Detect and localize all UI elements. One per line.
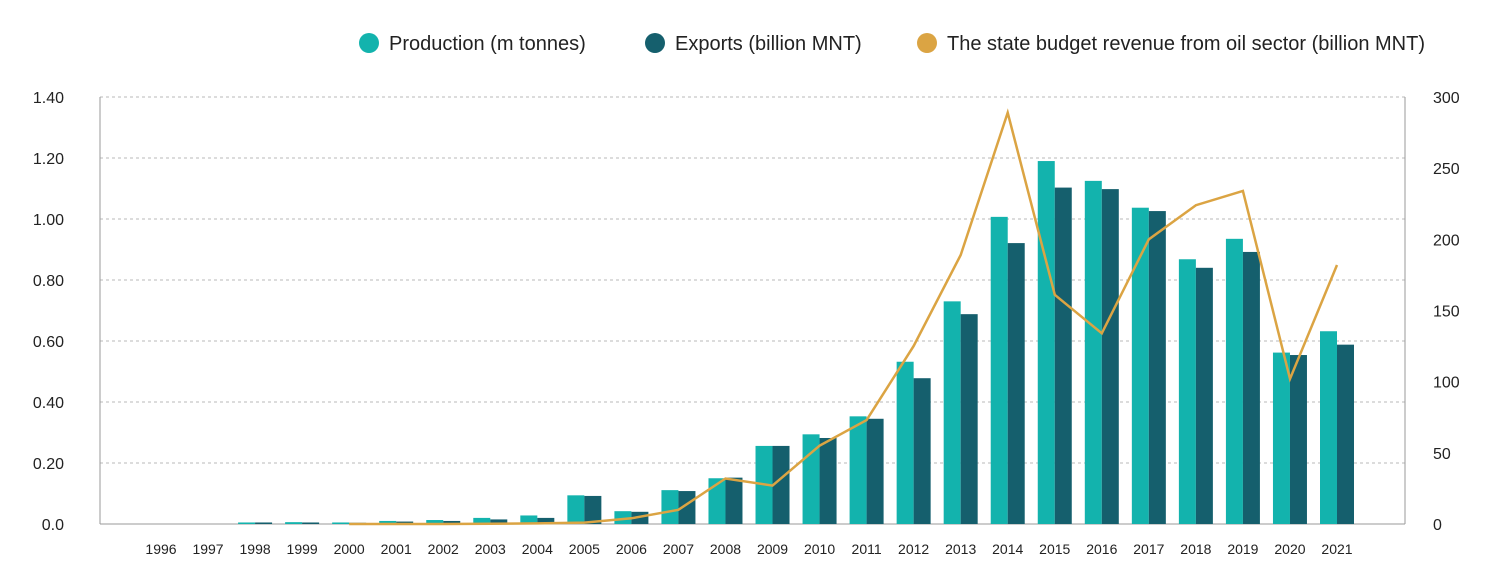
production-bar: [426, 520, 444, 524]
exports-bar: [725, 477, 743, 524]
y-right-tick-label: 150: [1433, 304, 1460, 321]
x-tick-label: 2001: [381, 541, 412, 557]
production-bar: [943, 301, 961, 524]
x-tick-label: 2009: [757, 541, 788, 557]
y-left-tick-label: 1.20: [33, 151, 64, 168]
exports-bar: [1101, 189, 1119, 525]
production-bar: [661, 490, 679, 524]
y-left-tick-label: 0.60: [33, 334, 64, 351]
production-bar: [990, 216, 1008, 525]
x-tick-label: 2008: [710, 541, 741, 557]
production-bar: [332, 522, 350, 524]
x-tick-label: 2019: [1227, 541, 1258, 557]
x-tick-label: 2003: [475, 541, 506, 557]
y-left-tick-label: 1.00: [33, 212, 64, 229]
exports-bar: [255, 522, 273, 524]
legend-production-marker: [359, 33, 379, 53]
production-bar: [896, 361, 914, 524]
x-tick-label: 2005: [569, 541, 600, 557]
x-tick-label: 2014: [992, 541, 1023, 557]
x-tick-label: 2002: [428, 541, 459, 557]
production-bar: [567, 495, 585, 524]
production-bar: [379, 520, 397, 524]
exports-bar: [772, 445, 790, 524]
exports-bar: [678, 491, 696, 524]
x-tick-label: 2000: [334, 541, 365, 557]
x-tick-label: 2015: [1039, 541, 1070, 557]
x-tick-label: 2004: [522, 541, 553, 557]
exports-bar: [866, 418, 884, 524]
x-tick-label: 1999: [287, 541, 318, 557]
production-bar: [1037, 161, 1055, 525]
x-tick-label: 2021: [1321, 541, 1352, 557]
production-bar: [520, 515, 538, 524]
production-bar: [1320, 331, 1337, 524]
exports-bar: [1337, 344, 1354, 524]
x-tick-label: 1996: [145, 541, 176, 557]
exports-bar: [1195, 267, 1213, 524]
y-left-tick-label: 0.40: [33, 395, 64, 412]
x-tick-label: 2010: [804, 541, 835, 557]
exports-bar: [819, 437, 837, 524]
legend-exports-label: Exports (billion MNT): [675, 33, 862, 55]
production-bar: [1225, 238, 1243, 524]
exports-bar: [302, 522, 320, 524]
y-left-tick-label: 0.20: [33, 456, 64, 473]
production-bar: [238, 522, 256, 524]
x-tick-label: 1998: [240, 541, 271, 557]
x-tick-label: 2017: [1133, 541, 1164, 557]
exports-bar: [537, 517, 555, 524]
y-left-tick-label: 1.40: [33, 90, 64, 107]
exports-bar: [1007, 243, 1025, 524]
exports-bar: [1054, 187, 1072, 524]
exports-bar: [1148, 211, 1166, 524]
x-tick-label: 2011: [852, 541, 882, 557]
production-bar: [1084, 180, 1102, 524]
x-tick-label: 2018: [1180, 541, 1211, 557]
y-right-tick-label: 300: [1433, 90, 1460, 107]
y-right-tick-label: 200: [1433, 232, 1460, 249]
y-right-tick-label: 100: [1433, 375, 1460, 392]
exports-bar: [913, 378, 931, 524]
y-right-tick-label: 0: [1433, 517, 1442, 534]
x-tick-label: 2007: [663, 541, 694, 557]
x-tick-label: 2006: [616, 541, 647, 557]
legend-revenue-marker: [917, 33, 937, 53]
exports-bar: [1289, 355, 1307, 524]
exports-bar: [443, 520, 461, 524]
legend-production-label: Production (m tonnes): [389, 33, 586, 55]
y-left-tick-label: 0.80: [33, 273, 64, 290]
exports-bar: [490, 519, 508, 524]
production-bar: [614, 511, 632, 524]
production-bar: [1178, 259, 1196, 524]
x-tick-label: 1997: [192, 541, 223, 557]
x-tick-label: 2013: [945, 541, 976, 557]
production-bar: [1272, 352, 1290, 524]
legend-exports-marker: [645, 33, 665, 53]
x-tick-label: 2016: [1086, 541, 1117, 557]
exports-bar: [584, 495, 602, 524]
exports-bar: [960, 314, 978, 524]
x-tick-label: 2012: [898, 541, 929, 557]
production-bar: [285, 522, 303, 524]
y-right-tick-label: 50: [1433, 446, 1451, 463]
legend-revenue-label: The state budget revenue from oil sector…: [947, 33, 1425, 55]
y-right-tick-label: 250: [1433, 161, 1460, 178]
revenue-line: [349, 108, 1339, 526]
production-bar: [1131, 207, 1149, 524]
x-tick-label: 2020: [1274, 541, 1305, 557]
exports-bar: [1242, 251, 1260, 524]
production-bar: [849, 416, 867, 524]
y-left-tick-label: 0.0: [42, 517, 64, 534]
production-bar: [708, 478, 726, 524]
production-bar: [473, 517, 491, 524]
